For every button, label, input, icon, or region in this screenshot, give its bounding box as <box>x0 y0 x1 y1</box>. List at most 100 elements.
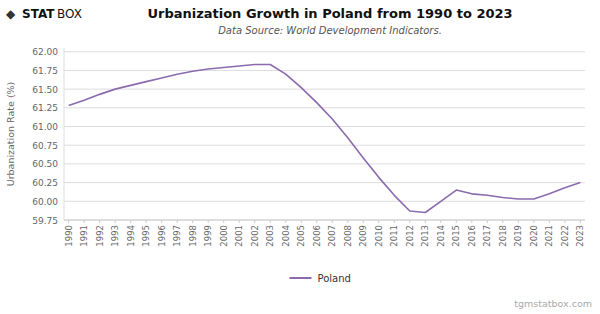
x-tick-label: 2012 <box>405 225 415 247</box>
x-tick <box>301 220 302 223</box>
x-tick <box>130 220 131 223</box>
y-tick-label: 61.00 <box>32 122 58 132</box>
grid-line <box>64 70 585 71</box>
grid-line <box>64 182 585 183</box>
grid-line <box>64 201 585 202</box>
x-tick <box>471 220 472 223</box>
x-tick <box>161 220 162 223</box>
legend: Poland <box>290 273 351 284</box>
x-tick <box>192 220 193 223</box>
x-tick <box>115 220 116 223</box>
x-tick-label: 2022 <box>560 225 570 247</box>
logo-text: BOX <box>57 7 82 21</box>
grid-line <box>64 51 585 52</box>
x-tick-label: 2011 <box>389 225 399 247</box>
x-tick <box>409 220 410 223</box>
x-tick <box>146 220 147 223</box>
x-tick-label: 2021 <box>544 225 554 247</box>
y-axis-label: Urbanization Rate (%) <box>5 82 16 187</box>
legend-label: Poland <box>318 273 351 284</box>
x-tick-label: 2005 <box>296 225 306 247</box>
x-tick <box>347 220 348 223</box>
x-tick-label: 1990 <box>64 225 74 247</box>
x-tick-label: 2001 <box>234 225 244 247</box>
x-tick-label: 1996 <box>157 225 167 247</box>
x-tick-label: 2023 <box>575 225 585 247</box>
x-tick <box>177 220 178 223</box>
x-tick-label: 2014 <box>436 225 446 247</box>
x-tick <box>84 220 85 223</box>
legend-swatch <box>290 277 312 279</box>
x-tick <box>363 220 364 223</box>
x-tick <box>487 220 488 223</box>
x-tick <box>254 220 255 223</box>
x-tick-label: 2009 <box>358 225 368 247</box>
x-tick-label: 2018 <box>498 225 508 247</box>
x-tick <box>394 220 395 223</box>
x-tick <box>208 220 209 223</box>
x-tick-label: 2020 <box>529 225 539 247</box>
y-tick-label: 61.25 <box>32 103 58 113</box>
grid-line <box>64 220 585 221</box>
x-tick <box>456 220 457 223</box>
x-tick <box>580 220 581 223</box>
y-tick-label: 60.75 <box>32 141 58 151</box>
x-tick-label: 1997 <box>172 225 182 247</box>
subtitle: Data Source: World Development Indicator… <box>218 25 442 36</box>
x-tick-label: 1992 <box>95 225 105 247</box>
x-tick <box>502 220 503 223</box>
x-axis-line <box>64 220 585 221</box>
x-tick-label: 2019 <box>513 225 523 247</box>
plot-area <box>69 64 581 212</box>
x-tick <box>533 220 534 223</box>
y-tick-label: 60.50 <box>32 159 58 169</box>
x-tick <box>270 220 271 223</box>
x-tick <box>332 220 333 223</box>
x-tick-label: 2006 <box>312 225 322 247</box>
x-tick <box>239 220 240 223</box>
x-tick-label: 1991 <box>79 225 89 247</box>
x-tick <box>378 220 379 223</box>
logo-text: STAT <box>22 7 55 21</box>
x-tick <box>316 220 317 223</box>
x-tick-label: 2013 <box>420 225 430 247</box>
x-tick-label: 1998 <box>188 225 198 247</box>
x-tick-label: 2000 <box>219 225 229 247</box>
grid-line <box>64 145 585 146</box>
x-tick-label: 2008 <box>343 225 353 247</box>
y-tick-label: 62.00 <box>32 47 58 57</box>
x-tick <box>223 220 224 223</box>
logo-mark: ◆ <box>6 7 16 21</box>
grid-line <box>64 163 585 164</box>
x-tick-label: 2003 <box>265 225 275 247</box>
line <box>69 64 581 212</box>
x-tick-label: 1994 <box>126 225 136 247</box>
title: Urbanization Growth in Poland from 1990 … <box>147 6 512 21</box>
watermark: tgmstatbox.com <box>514 298 592 309</box>
x-tick-label: 2002 <box>250 225 260 247</box>
y-tick-label: 61.75 <box>32 66 58 76</box>
x-tick-label: 1995 <box>141 225 151 247</box>
x-tick-label: 2017 <box>482 225 492 247</box>
y-tick-label: 60.00 <box>32 197 58 207</box>
x-tick-label: 2007 <box>327 225 337 247</box>
y-tick-label: 60.25 <box>32 178 58 188</box>
x-tick <box>425 220 426 223</box>
y-tick-label: 61.50 <box>32 85 58 95</box>
y-axis-line <box>64 48 65 220</box>
x-tick <box>440 220 441 223</box>
x-tick <box>518 220 519 223</box>
x-tick-label: 1999 <box>203 225 213 247</box>
grid-line <box>64 107 585 108</box>
grid-line <box>64 126 585 127</box>
y-tick-label: 59.75 <box>32 216 58 226</box>
x-tick-label: 2015 <box>451 225 461 247</box>
x-tick <box>564 220 565 223</box>
x-tick <box>549 220 550 223</box>
x-tick <box>68 220 69 223</box>
x-tick <box>285 220 286 223</box>
x-tick <box>99 220 100 223</box>
x-tick-label: 2010 <box>374 225 384 247</box>
grid <box>64 52 585 220</box>
x-tick-label: 2004 <box>281 225 291 247</box>
